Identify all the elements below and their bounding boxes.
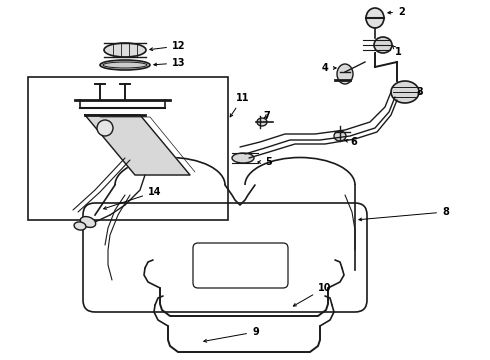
Text: 1: 1 bbox=[392, 45, 402, 57]
Polygon shape bbox=[85, 115, 190, 175]
Text: 2: 2 bbox=[388, 7, 405, 17]
Ellipse shape bbox=[374, 37, 392, 53]
Text: 12: 12 bbox=[150, 41, 186, 51]
Text: 5: 5 bbox=[258, 157, 272, 167]
Text: 4: 4 bbox=[321, 63, 336, 73]
Ellipse shape bbox=[366, 8, 384, 28]
Text: 10: 10 bbox=[294, 283, 332, 306]
Text: 11: 11 bbox=[230, 93, 249, 117]
Text: 6: 6 bbox=[344, 137, 357, 147]
Text: 3: 3 bbox=[416, 87, 423, 97]
Ellipse shape bbox=[104, 43, 146, 57]
Text: 13: 13 bbox=[154, 58, 186, 68]
Ellipse shape bbox=[334, 131, 346, 141]
Ellipse shape bbox=[100, 60, 150, 70]
Text: 14: 14 bbox=[104, 187, 162, 209]
Ellipse shape bbox=[391, 81, 419, 103]
Circle shape bbox=[97, 120, 113, 136]
Ellipse shape bbox=[232, 153, 254, 163]
Text: 9: 9 bbox=[204, 327, 259, 342]
Ellipse shape bbox=[257, 118, 267, 126]
Text: 8: 8 bbox=[359, 207, 449, 221]
Bar bbox=[28, 77, 228, 220]
Text: 7: 7 bbox=[263, 111, 270, 121]
Ellipse shape bbox=[337, 64, 353, 84]
Ellipse shape bbox=[74, 222, 86, 230]
Ellipse shape bbox=[80, 217, 96, 228]
